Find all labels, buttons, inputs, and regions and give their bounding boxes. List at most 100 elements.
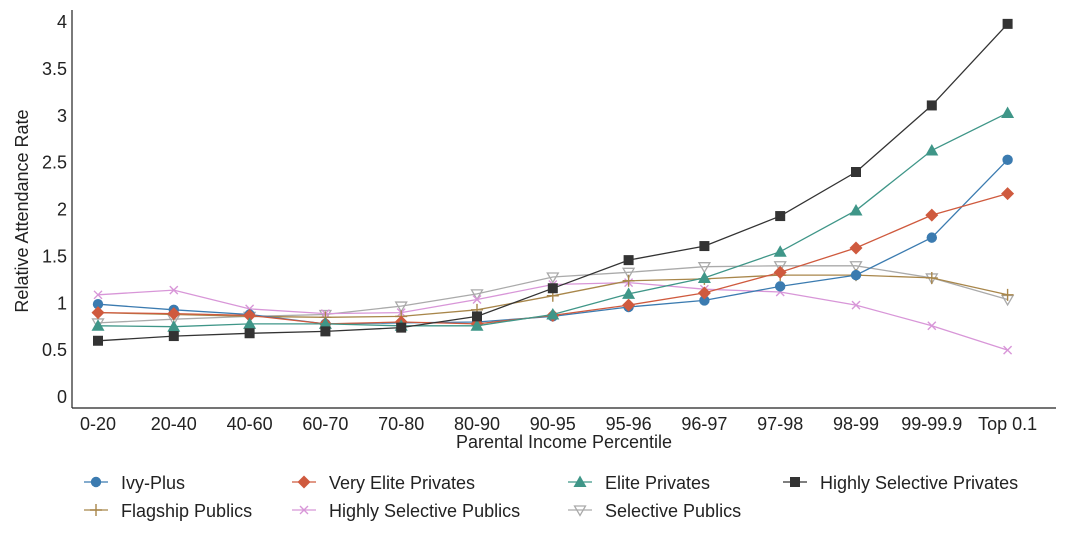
data-point-very-elite-privates (91, 306, 105, 320)
data-point-highly-selective-privates (93, 335, 103, 346)
legend-item-selective-publics: Selective Publics (568, 501, 741, 521)
data-point-selective-publics (546, 272, 560, 284)
legend-label: Selective Publics (605, 501, 741, 521)
series-line-very-elite-privates (97, 192, 1008, 325)
data-point-very-elite-privates (697, 286, 711, 300)
data-point-ivy-plus (926, 232, 937, 243)
data-point-elite-privates (925, 143, 939, 156)
data-point-elite-privates (1001, 106, 1015, 118)
x-tick-label: 97-98 (757, 414, 803, 434)
data-point-elite-privates (167, 320, 181, 332)
data-point-highly-selective-publics (1003, 345, 1013, 355)
data-point-very-elite-privates (925, 208, 939, 222)
data-point-elite-privates (243, 317, 257, 329)
data-point-highly-selective-privates (168, 331, 179, 342)
legend-label: Highly Selective Publics (329, 501, 520, 521)
y-tick-label: 0 (57, 387, 67, 407)
axes (71, 10, 1056, 409)
data-point-elite-privates (470, 319, 484, 331)
data-point-ivy-plus (92, 298, 104, 310)
data-point-highly-selective-privates (472, 311, 482, 322)
x-tick-label: 80-90 (454, 414, 500, 434)
data-point-ivy-plus (699, 295, 710, 306)
data-point-very-elite-privates (622, 298, 636, 312)
legend-item-highly-selective-publics: Highly Selective Publics (292, 501, 520, 521)
data-point-very-elite-privates (1001, 187, 1015, 201)
series-layer (91, 18, 1015, 355)
data-point-selective-publics (621, 267, 636, 280)
data-point-ivy-plus (1002, 154, 1013, 166)
x-tick-labels: 0-20 20-40 40-60 60-70 70-80 80-90 90-95 95-96 9… (80, 414, 1037, 434)
series-highly-selective-privates (93, 18, 1013, 346)
data-point-very-elite-privates (773, 265, 787, 279)
legend-item-elite-privates: Elite Privates (568, 473, 710, 493)
data-point-highly-selective-privates (396, 322, 407, 333)
data-point-flagship-publics (1001, 288, 1014, 301)
data-point-selective-publics (773, 261, 787, 273)
legend-swatch-marker (90, 476, 102, 488)
data-point-highly-selective-privates (244, 328, 255, 339)
data-point-elite-privates (318, 317, 332, 329)
data-point-elite-privates (849, 203, 863, 216)
data-point-flagship-publics (622, 274, 635, 287)
data-point-flagship-publics (925, 271, 938, 284)
legend-label: Ivy-Plus (121, 473, 185, 493)
legend-swatch-marker (299, 505, 309, 515)
y-tick-label: 1.5 (42, 246, 67, 266)
data-point-highly-selective-publics (93, 290, 103, 300)
x-tick-label: 99-99.9 (901, 414, 962, 434)
y-tick-label: 1 (57, 293, 67, 313)
data-point-very-elite-privates (167, 307, 181, 321)
data-point-highly-selective-privates (1002, 18, 1013, 29)
data-point-highly-selective-publics (169, 285, 179, 295)
y-tick-labels: 0 0.5 1 1.5 2 2.5 3 3.5 4 (42, 12, 67, 407)
data-point-selective-publics (849, 261, 863, 273)
data-point-highly-selective-privates (699, 241, 710, 252)
legend-swatch-marker (297, 475, 311, 489)
data-point-elite-privates (546, 308, 560, 320)
data-point-selective-publics (470, 289, 484, 301)
y-tick-label: 3.5 (42, 59, 67, 79)
data-point-highly-selective-publics (472, 295, 482, 304)
data-point-selective-publics (394, 301, 408, 313)
y-tick-label: 0.5 (42, 340, 67, 360)
data-point-highly-selective-privates (775, 211, 786, 222)
data-point-highly-selective-privates (851, 167, 861, 177)
x-tick-label: 40-60 (227, 414, 273, 434)
data-point-elite-privates (697, 271, 711, 283)
data-point-selective-publics (697, 262, 712, 274)
data-point-very-elite-privates (243, 308, 257, 322)
data-point-ivy-plus (775, 281, 786, 292)
legend-swatch-marker (90, 504, 102, 516)
legend-label: Flagship Publics (121, 501, 252, 521)
data-point-highly-selective-privates (320, 326, 331, 337)
legend-label: Very Elite Privates (329, 473, 475, 493)
data-point-elite-privates (622, 287, 636, 299)
data-point-elite-privates (91, 319, 105, 331)
legend-label: Highly Selective Privates (820, 473, 1018, 493)
legend-swatch-marker (790, 477, 800, 487)
x-tick-label: Top 0.1 (978, 414, 1037, 434)
data-point-highly-selective-privates (926, 100, 937, 111)
data-point-selective-publics (318, 309, 333, 322)
data-point-highly-selective-privates (547, 283, 558, 294)
x-axis-title: Parental Income Percentile (456, 432, 672, 452)
data-point-ivy-plus (850, 269, 862, 281)
data-point-highly-selective-publics (851, 300, 861, 310)
x-tick-label: 90-95 (530, 414, 576, 434)
data-point-highly-selective-publics (927, 321, 937, 331)
legend-item-flagship-publics: Flagship Publics (84, 501, 252, 521)
data-point-very-elite-privates (849, 241, 863, 255)
x-tick-label: 96-97 (681, 414, 727, 434)
legend-item-ivy-plus: Ivy-Plus (84, 473, 185, 493)
legend-item-very-elite-privates: Very Elite Privates (292, 473, 475, 493)
y-tick-label: 4 (57, 12, 67, 32)
legend: Ivy-Plus Very Elite Privates Elite Private… (84, 473, 1018, 521)
x-tick-label: 20-40 (151, 414, 197, 434)
y-tick-label: 3 (57, 106, 67, 126)
y-tick-label: 2 (57, 200, 67, 220)
legend-item-highly-selective-privates: Highly Selective Privates (783, 473, 1018, 493)
series-ivy-plus (92, 154, 1013, 330)
x-tick-label: 95-96 (606, 414, 652, 434)
